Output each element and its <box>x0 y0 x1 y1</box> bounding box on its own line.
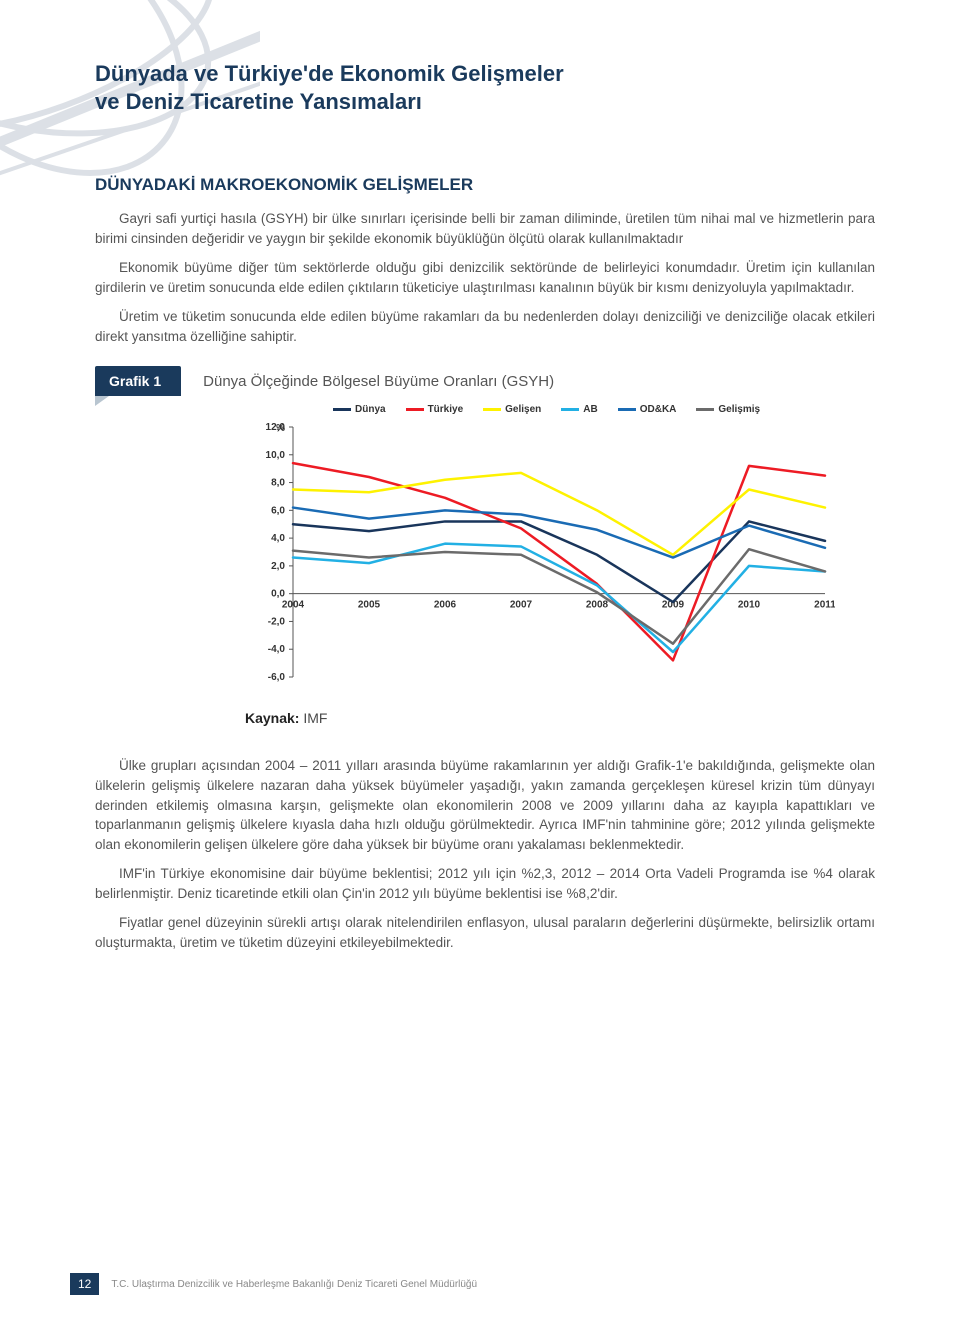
svg-text:2007: 2007 <box>510 600 533 611</box>
legend-item: OD&KA <box>618 404 677 415</box>
svg-text:8,0: 8,0 <box>271 478 285 489</box>
footer-text: T.C. Ulaştırma Denizcilik ve Haberleşme … <box>111 1279 477 1290</box>
svg-text:2008: 2008 <box>586 600 609 611</box>
svg-text:-4,0: -4,0 <box>268 645 286 656</box>
chart-container: DünyaTürkiyeGelişenABOD&KAGelişmiş %12,0… <box>245 404 875 704</box>
legend-swatch <box>561 408 579 411</box>
chart-source: Kaynak: IMF <box>245 710 875 726</box>
svg-text:4,0: 4,0 <box>271 533 285 544</box>
svg-text:-6,0: -6,0 <box>268 672 286 683</box>
legend-label: OD&KA <box>640 404 677 415</box>
svg-text:2,0: 2,0 <box>271 561 285 572</box>
svg-text:2005: 2005 <box>358 600 381 611</box>
legend-item: Gelişen <box>483 404 541 415</box>
legend-swatch <box>483 408 501 411</box>
legend-item: Türkiye <box>406 404 464 415</box>
section-heading: DÜNYADAKİ MAKROEKONOMİK GELİŞMELER <box>95 175 875 195</box>
svg-text:10,0: 10,0 <box>266 450 286 461</box>
legend-swatch <box>618 408 636 411</box>
svg-text:0,0: 0,0 <box>271 589 285 600</box>
paragraph-4: Ülke grupları açısından 2004 – 2011 yıll… <box>95 756 875 854</box>
legend-swatch <box>406 408 424 411</box>
legend-swatch <box>333 408 351 411</box>
svg-text:2011: 2011 <box>814 600 835 611</box>
legend-label: Dünya <box>355 404 386 415</box>
line-chart: %12,010,08,06,04,02,00,0-2,0-4,0-6,02004… <box>245 419 835 699</box>
svg-text:6,0: 6,0 <box>271 506 285 517</box>
legend-label: Gelişen <box>505 404 541 415</box>
svg-text:2006: 2006 <box>434 600 457 611</box>
page-footer: 12 T.C. Ulaştırma Denizcilik ve Haberleş… <box>70 1273 477 1295</box>
paragraph-3: Üretim ve tüketim sonucunda elde edilen … <box>95 307 875 346</box>
svg-text:2004: 2004 <box>282 600 305 611</box>
paragraph-6: Fiyatlar genel düzeyinin sürekli artışı … <box>95 913 875 952</box>
chart-badge: Grafik 1 <box>95 366 181 396</box>
chart-caption: Dünya Ölçeğinde Bölgesel Büyüme Oranları… <box>203 373 554 390</box>
page-number: 12 <box>70 1273 99 1295</box>
paragraph-5: IMF'in Türkiye ekonomisine dair büyüme b… <box>95 864 875 903</box>
legend-label: Gelişmiş <box>718 404 760 415</box>
legend-swatch <box>696 408 714 411</box>
legend-item: Gelişmiş <box>696 404 760 415</box>
paragraph-1: Gayri safi yurtiçi hasıla (GSYH) bir ülk… <box>95 209 875 248</box>
source-label: Kaynak: <box>245 710 299 726</box>
legend-item: AB <box>561 404 597 415</box>
legend-label: Türkiye <box>428 404 464 415</box>
legend-label: AB <box>583 404 597 415</box>
svg-text:2010: 2010 <box>738 600 761 611</box>
title-line-1: Dünyada ve Türkiye'de Ekonomik Gelişmele… <box>95 61 564 86</box>
title-line-2: ve Deniz Ticaretine Yansımaları <box>95 89 422 114</box>
svg-text:-2,0: -2,0 <box>268 617 286 628</box>
source-value: IMF <box>303 710 327 726</box>
chart-legend: Dünya Türkiye Gelişen AB OD&KA Gelişmiş <box>333 404 875 415</box>
svg-text:12,0: 12,0 <box>266 422 286 433</box>
legend-item: Dünya <box>333 404 386 415</box>
paragraph-2: Ekonomik büyüme diğer tüm sektörlerde ol… <box>95 258 875 297</box>
page-title: Dünyada ve Türkiye'de Ekonomik Gelişmele… <box>95 60 875 115</box>
